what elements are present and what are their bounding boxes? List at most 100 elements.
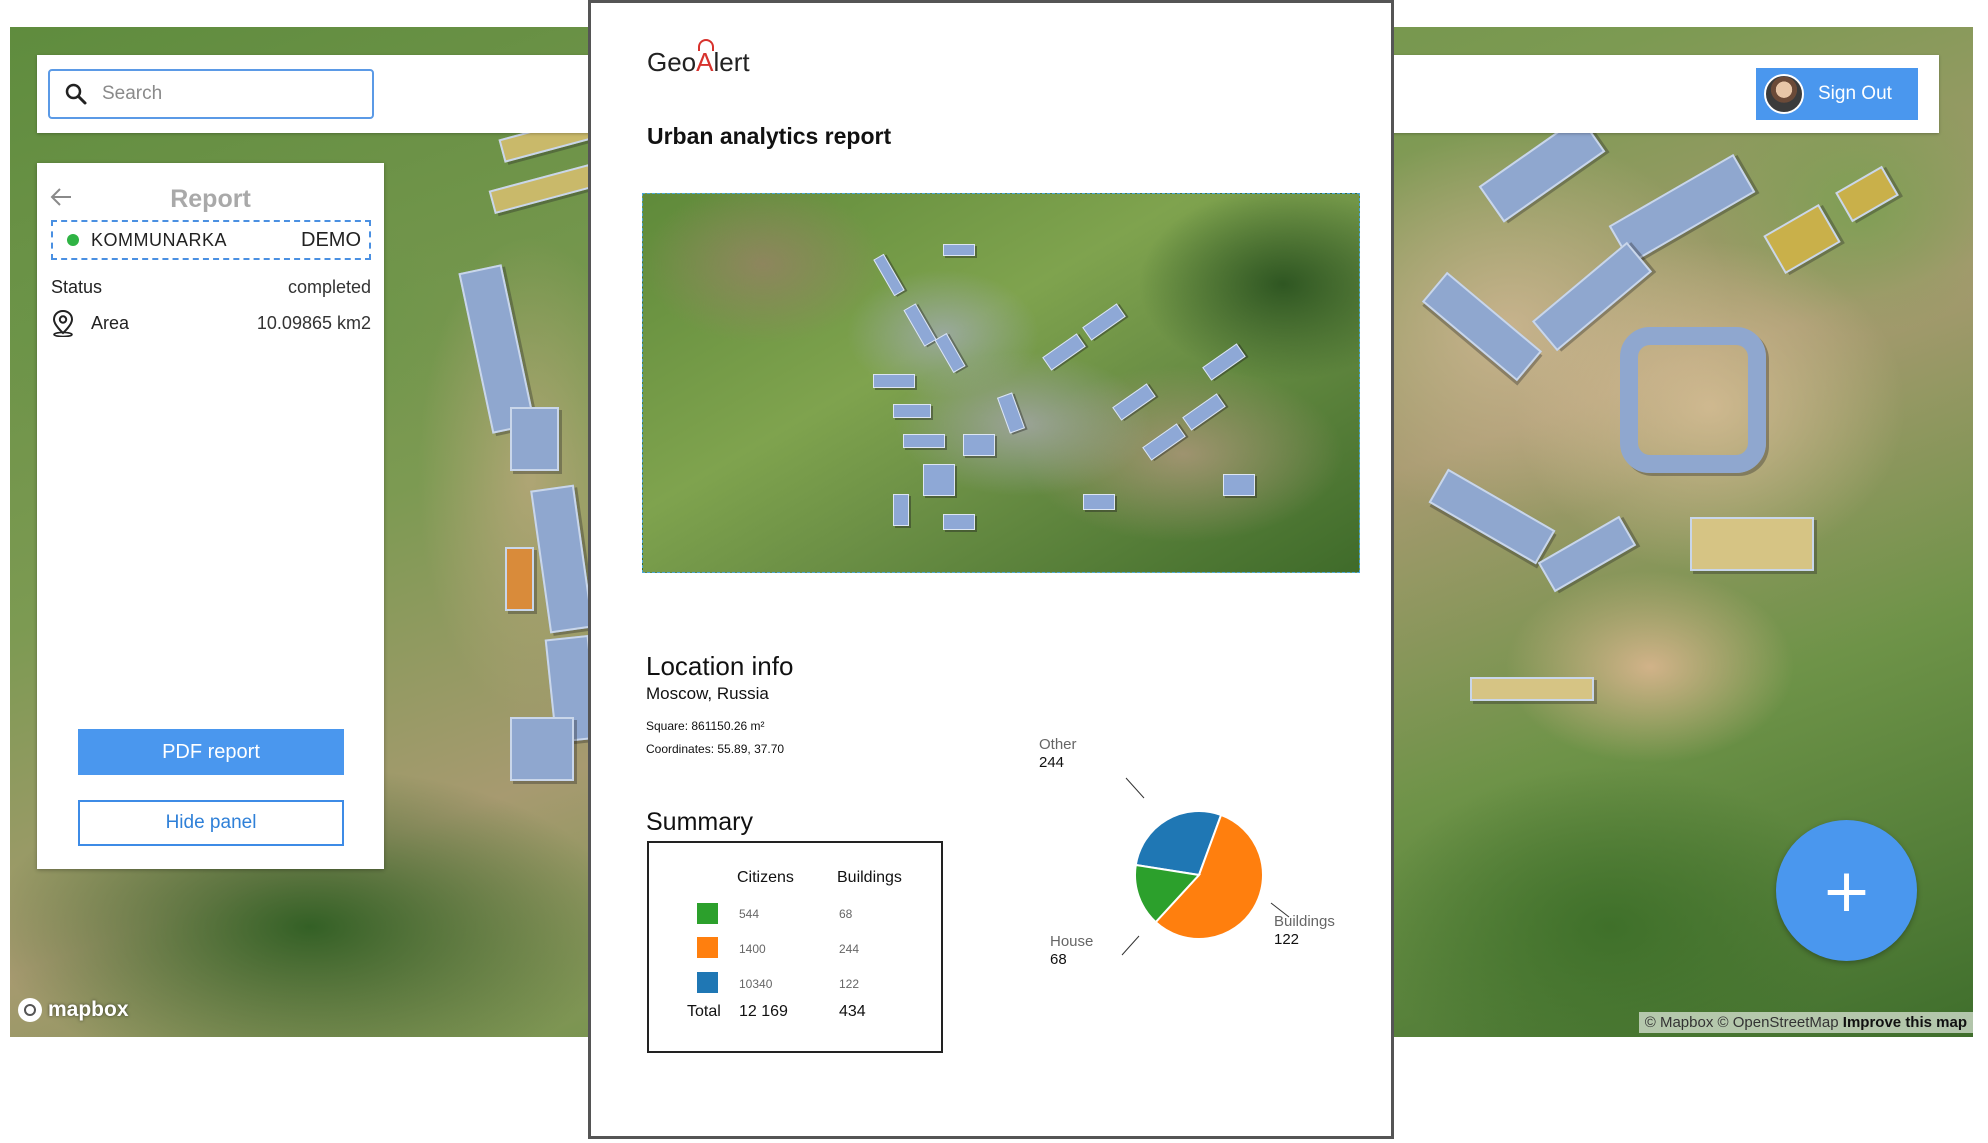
sat-building bbox=[963, 434, 995, 456]
pdf-report-preview: GeoAlert Urban analytics report Location… bbox=[588, 0, 1394, 1139]
sat-building bbox=[923, 464, 955, 496]
leader-other bbox=[1125, 777, 1145, 799]
location-city: Moscow, Russia bbox=[646, 684, 769, 703]
citizens-cell: 1400 bbox=[739, 942, 766, 956]
total-citizens: 12 169 bbox=[739, 1003, 788, 1020]
summary-title: Summary bbox=[646, 808, 753, 836]
sign-out-button[interactable]: Sign Out bbox=[1756, 68, 1918, 120]
citizens-cell: 544 bbox=[739, 907, 760, 921]
map-building bbox=[488, 163, 596, 215]
search-input[interactable] bbox=[100, 82, 364, 106]
location-info-title: Location info bbox=[646, 651, 794, 681]
status-row: Status completed bbox=[51, 277, 371, 298]
citizens-cell: 10340 bbox=[739, 977, 773, 991]
avatar bbox=[1764, 74, 1804, 114]
sat-building bbox=[893, 494, 909, 526]
sat-building bbox=[934, 333, 966, 373]
map-building bbox=[505, 547, 534, 611]
mapbox-logo-text: mapbox bbox=[48, 998, 129, 1021]
area-row: Area 10.09865 km2 bbox=[51, 309, 371, 337]
sat-building bbox=[893, 404, 931, 418]
map-building bbox=[1690, 517, 1814, 571]
location-square: Square: 861150.26 m² bbox=[646, 719, 765, 733]
buildings-cell: 122 bbox=[839, 977, 860, 991]
sat-building bbox=[943, 514, 975, 530]
logo-suffix: lert bbox=[713, 47, 750, 77]
improve-map-link[interactable]: Improve this map bbox=[1842, 1014, 1967, 1031]
leader-buildings bbox=[1270, 902, 1290, 918]
mapbox-icon bbox=[18, 998, 42, 1022]
status-dot-icon bbox=[67, 234, 79, 246]
swatch-other bbox=[697, 937, 718, 958]
pie-slice-house bbox=[1134, 863, 1201, 924]
pie-label-house-value: 68 bbox=[1050, 951, 1067, 968]
swatch-house bbox=[697, 903, 718, 924]
pie-label-buildings-value: 122 bbox=[1274, 931, 1300, 948]
pdf-report-button[interactable]: PDF report bbox=[78, 729, 344, 775]
area-value: 10.09865 km2 bbox=[256, 312, 371, 333]
status-value: completed bbox=[287, 277, 371, 297]
sat-building bbox=[943, 244, 975, 256]
pie-label-other: Other 244 bbox=[1039, 736, 1077, 772]
add-button[interactable]: + bbox=[1776, 820, 1917, 961]
map-building bbox=[1428, 468, 1556, 565]
total-label: Total bbox=[687, 1003, 721, 1020]
sat-building bbox=[903, 434, 945, 448]
sat-building bbox=[1202, 343, 1246, 381]
sat-building bbox=[1223, 474, 1255, 496]
swatch-buildings bbox=[697, 972, 718, 993]
sign-out-label: Sign Out bbox=[1818, 83, 1892, 104]
attribution-text[interactable]: © Mapbox © OpenStreetMap bbox=[1644, 1014, 1839, 1031]
logo-prefix: Geo bbox=[647, 47, 697, 77]
map-building bbox=[1470, 677, 1594, 701]
sat-building bbox=[903, 303, 937, 347]
pie-slice-other bbox=[1154, 813, 1264, 940]
search-icon bbox=[65, 83, 87, 105]
panel-title: Report bbox=[170, 185, 251, 213]
map-building bbox=[1763, 203, 1841, 275]
total-buildings: 434 bbox=[839, 1003, 866, 1020]
pie-slice-buildings bbox=[1134, 810, 1223, 877]
buildings-header: Buildings bbox=[837, 869, 902, 886]
buildings-cell: 244 bbox=[839, 942, 860, 956]
pie-label-other-value: 244 bbox=[1039, 754, 1065, 771]
pie-chart bbox=[1121, 777, 1290, 956]
location-coordinates: Coordinates: 55.89, 37.70 bbox=[646, 742, 785, 756]
summary-table: Citizens Buildings 544 68 1400 244 10340… bbox=[647, 841, 943, 1053]
map-attribution[interactable]: © Mapbox © OpenStreetMap Improve this ma… bbox=[1638, 1012, 1973, 1033]
map-building bbox=[1421, 271, 1543, 382]
pie-label-buildings-name: Buildings bbox=[1274, 913, 1335, 930]
sat-building bbox=[1083, 494, 1115, 510]
buildings-cell: 68 bbox=[839, 907, 853, 921]
demo-badge: DEMO bbox=[301, 228, 361, 251]
sat-building bbox=[1082, 303, 1126, 341]
mapbox-logo[interactable]: mapbox bbox=[18, 998, 129, 1022]
map-building bbox=[1835, 165, 1899, 223]
citizens-header: Citizens bbox=[737, 869, 794, 886]
sat-building bbox=[1112, 383, 1156, 421]
map-building bbox=[530, 484, 594, 634]
sat-building bbox=[1042, 333, 1086, 371]
location-pin-icon bbox=[52, 309, 74, 337]
report-title: Urban analytics report bbox=[647, 123, 892, 149]
project-selector[interactable]: KOMMUNARKA DEMO bbox=[51, 220, 371, 260]
panel-header: Report bbox=[37, 177, 384, 217]
project-name: KOMMUNARKA bbox=[91, 229, 228, 250]
pie-label-house-name: House bbox=[1050, 933, 1094, 950]
pie-label-buildings: Buildings 122 bbox=[1274, 913, 1335, 949]
pie-label-other-name: Other bbox=[1039, 736, 1077, 753]
map-building bbox=[1620, 327, 1766, 473]
area-label: Area bbox=[91, 312, 130, 333]
logo-accent: A bbox=[696, 47, 714, 77]
map-building bbox=[510, 407, 559, 471]
search-box[interactable] bbox=[48, 69, 374, 119]
back-arrow-icon[interactable] bbox=[49, 185, 73, 209]
leader-house bbox=[1121, 935, 1140, 956]
satellite-image bbox=[642, 193, 1360, 573]
map-building bbox=[510, 717, 574, 781]
report-panel: Report KOMMUNARKA DEMO Status completed … bbox=[37, 163, 384, 869]
hide-panel-button[interactable]: Hide panel bbox=[78, 800, 344, 846]
map-building bbox=[1537, 515, 1637, 593]
sat-building bbox=[996, 392, 1026, 434]
sat-building bbox=[873, 374, 915, 388]
